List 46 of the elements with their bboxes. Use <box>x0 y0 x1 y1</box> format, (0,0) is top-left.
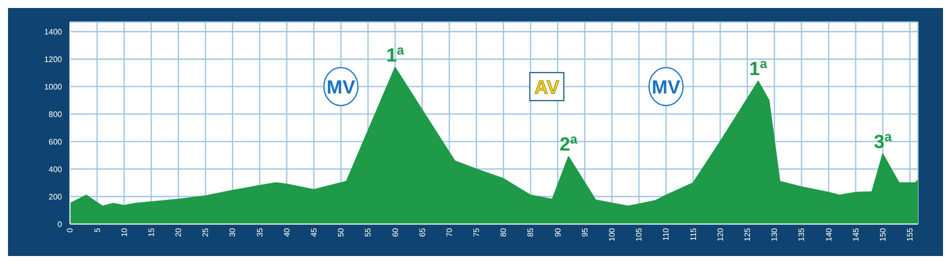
x-tick-label: 155 <box>906 227 915 242</box>
x-tick-label: 95 <box>580 227 590 237</box>
x-tick-label: 75 <box>472 227 482 237</box>
x-tick-label: 25 <box>201 227 210 237</box>
x-tick-label: 5 <box>92 227 102 232</box>
annotation: MV <box>652 78 681 99</box>
x-tick-label: 100 <box>608 227 617 242</box>
x-tick-label: 55 <box>364 227 373 237</box>
annotation: AV <box>534 78 560 99</box>
annotation: 2$^{a}$ <box>560 131 578 156</box>
x-tick-label: 150 <box>878 227 888 242</box>
x-tick-label: 70 <box>444 227 454 237</box>
annotation: 1$^{a}$ <box>386 42 405 66</box>
x-tick-label: 30 <box>228 227 238 237</box>
x-tick-label: 80 <box>499 227 508 237</box>
y-tick-label: 1000 <box>44 82 63 92</box>
x-tick-label: 60 <box>390 227 400 237</box>
y-tick-label: 1400 <box>44 27 63 36</box>
x-tick-label: 15 <box>146 227 156 237</box>
y-tick-label: 1200 <box>44 54 63 64</box>
x-tick-label: 20 <box>174 227 184 237</box>
x-tick-label: 140 <box>824 227 834 242</box>
x-tick-label: 85 <box>526 227 536 237</box>
x-tick-label: 130 <box>770 227 780 242</box>
y-tick-label: 600 <box>48 137 63 146</box>
x-tick-label: 145 <box>851 227 860 242</box>
x-tick-label: 65 <box>418 227 427 237</box>
annotation: MV <box>326 78 356 99</box>
x-tick-label: 135 <box>797 227 806 242</box>
y-tick-label: 800 <box>48 110 63 119</box>
y-tick-label: 200 <box>48 192 63 202</box>
x-tick-label: 105 <box>634 227 644 242</box>
x-tick-label: 35 <box>255 227 264 237</box>
x-tick-label: 0 <box>66 227 75 232</box>
x-tick-label: 45 <box>310 227 319 237</box>
x-tick-label: 120 <box>716 227 725 242</box>
annotation: 3$^{a}$ <box>874 128 892 153</box>
x-tick-label: 90 <box>553 227 562 237</box>
y-tick-label: 400 <box>48 164 63 174</box>
annotation: 1$^{a}$ <box>749 56 768 80</box>
x-tick-label: 10 <box>120 227 129 237</box>
x-tick-label: 110 <box>662 227 671 241</box>
x-tick-label: 50 <box>336 227 346 237</box>
x-tick-label: 115 <box>688 227 698 241</box>
x-tick-label: 40 <box>282 227 292 237</box>
x-tick-label: 125 <box>742 227 752 242</box>
